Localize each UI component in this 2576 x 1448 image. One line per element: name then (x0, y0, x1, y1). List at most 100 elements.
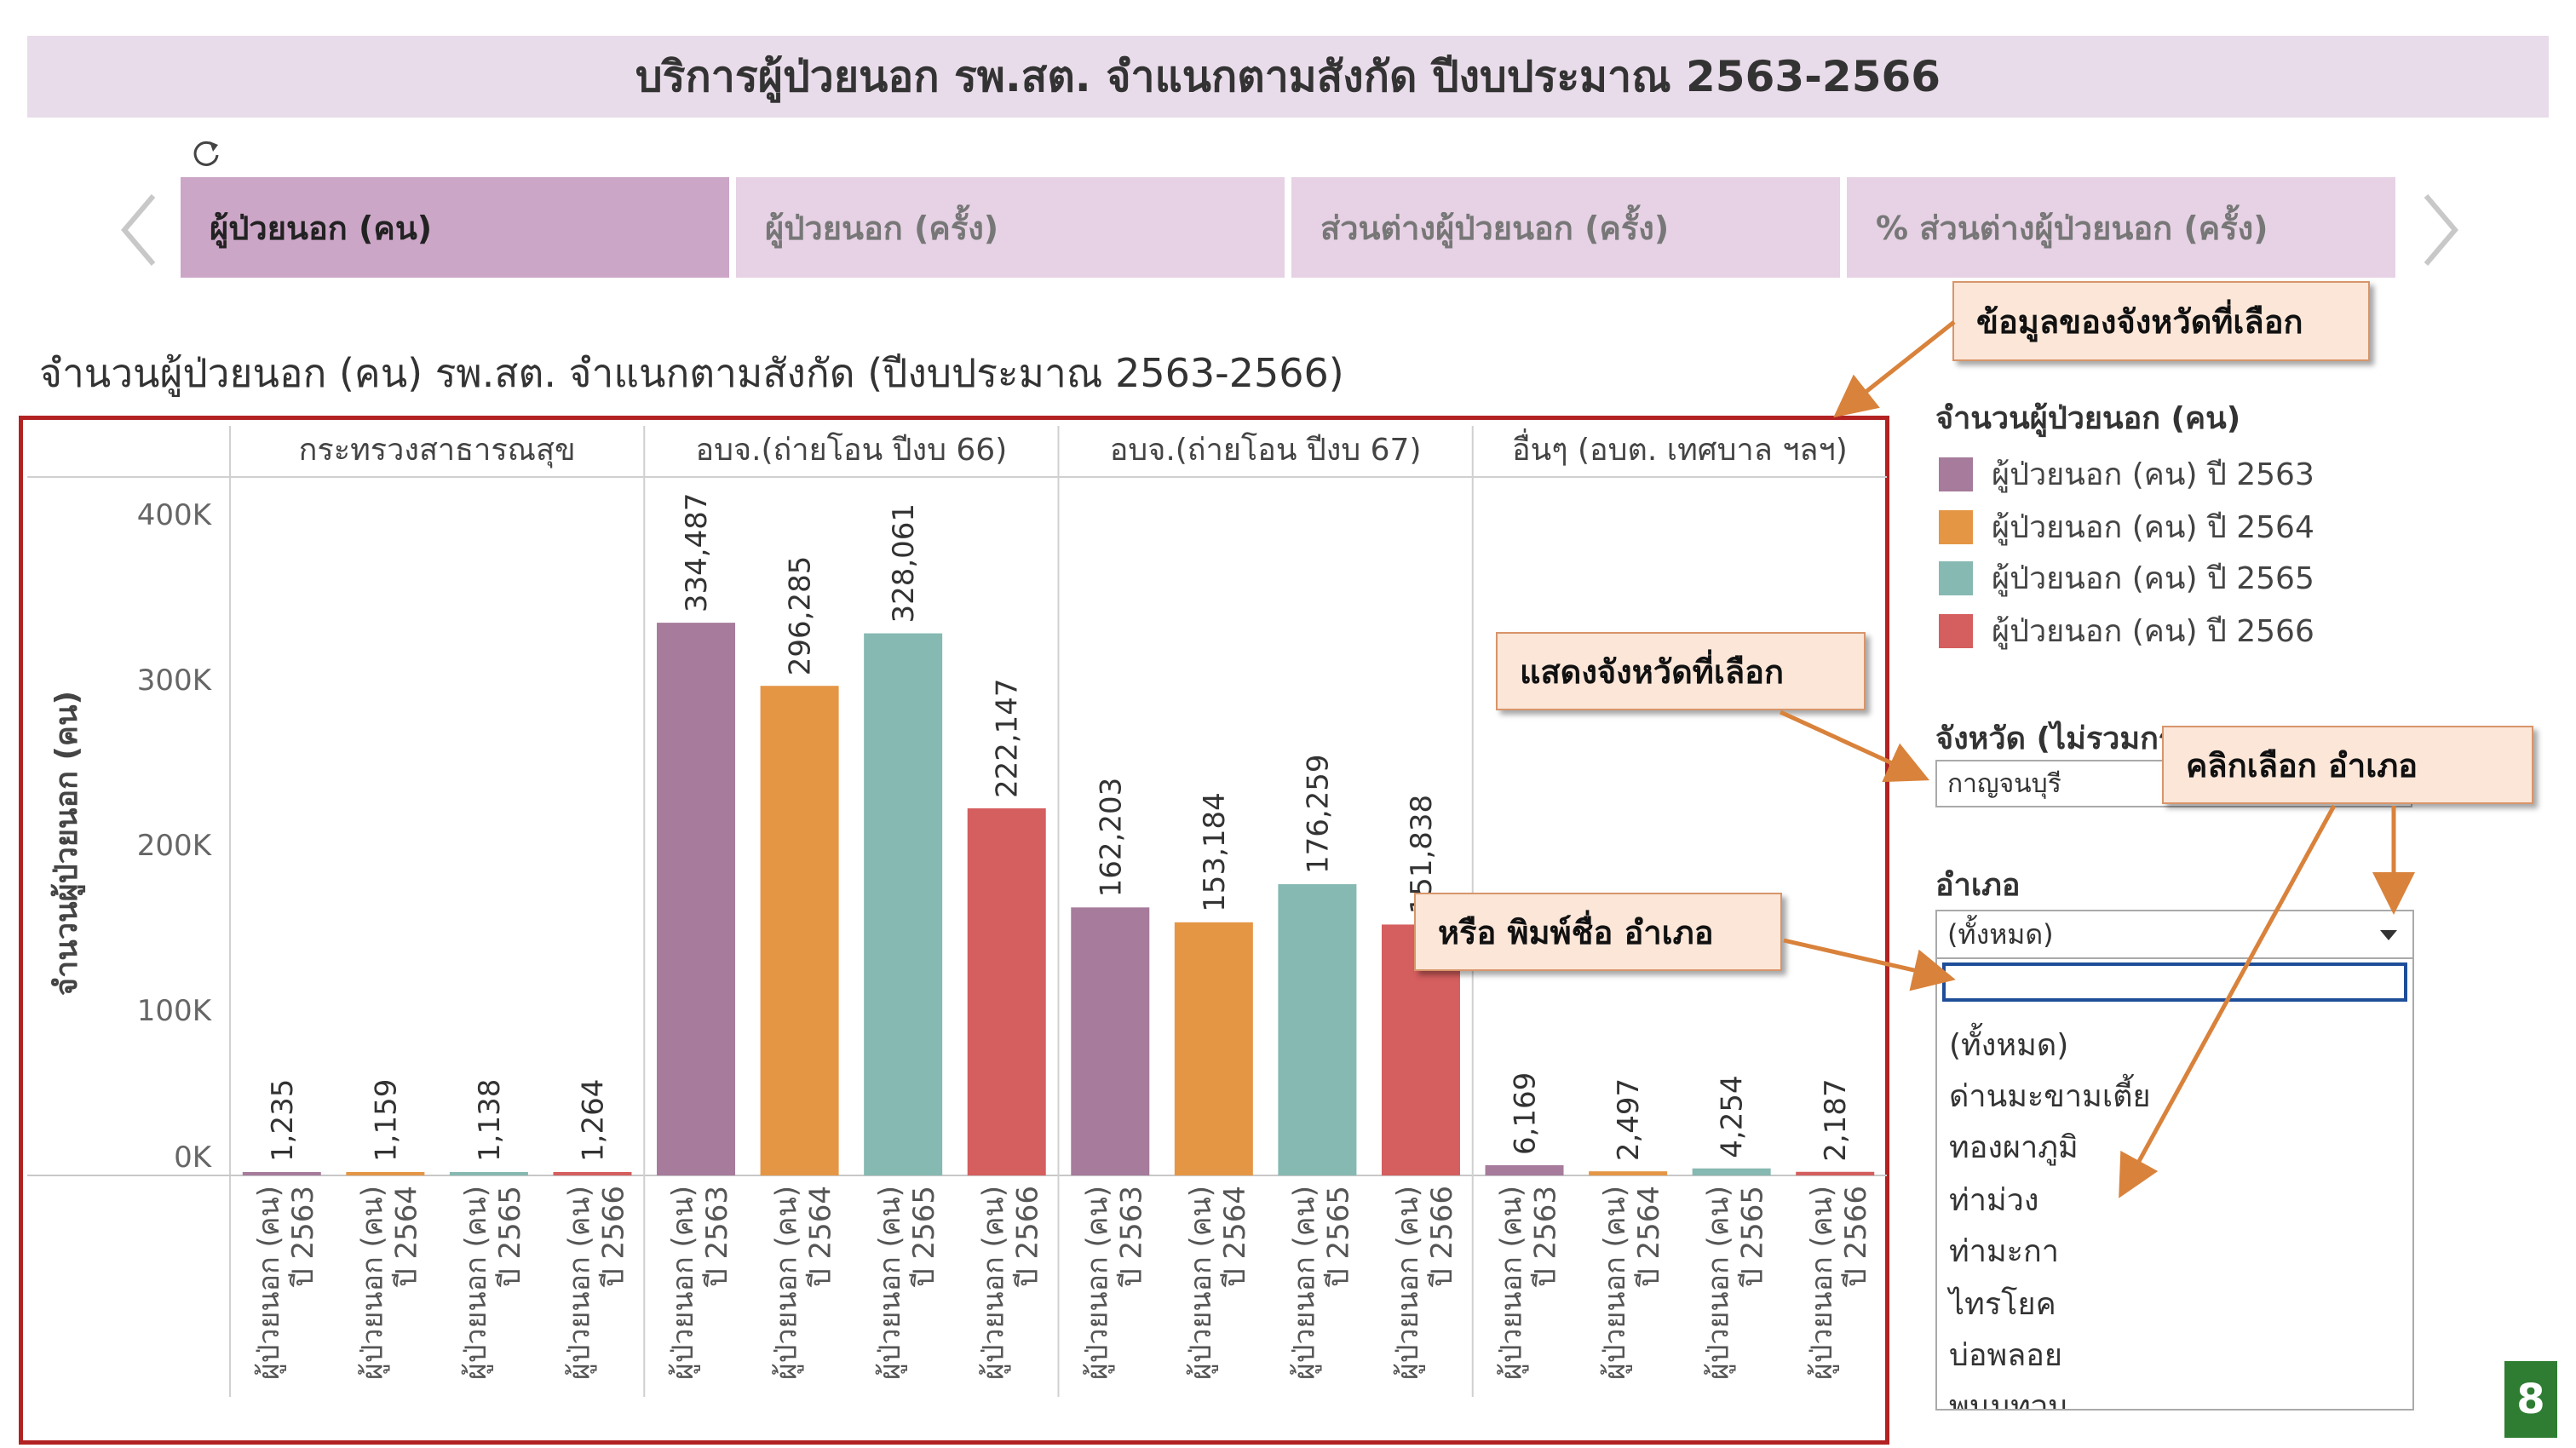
category-label: ผู้ป่วยนอก (คน) (1805, 1186, 1839, 1380)
y-axis-label: จำนวนผู้ป่วยนอก (คน) (49, 691, 86, 996)
category-label: ปี 2565 (1736, 1186, 1770, 1288)
data-label: 296,285 (784, 556, 818, 676)
province-value: กาญจนบุรี (1947, 768, 2061, 799)
category-label: ปี 2564 (804, 1186, 838, 1288)
next-tab-arrow-icon[interactable] (2416, 187, 2467, 273)
bar (760, 686, 839, 1175)
refresh-icon[interactable] (189, 136, 223, 170)
callout-click-select-district: คลิกเลือก อำเภอ (2162, 726, 2533, 804)
legend-swatch (1939, 457, 1973, 491)
category-label: ผู้ป่วยนอก (คน) (770, 1186, 804, 1380)
y-tick-label: 0K (174, 1141, 213, 1175)
data-label: 2,187 (1819, 1078, 1853, 1161)
category-label: ปี 2564 (1632, 1186, 1666, 1288)
district-search-input[interactable] (1942, 962, 2407, 1002)
page-number-badge: 8 (2504, 1361, 2557, 1438)
previous-tab-arrow-icon[interactable] (112, 187, 164, 273)
chart-title: จำนวนผู้ป่วยนอก (คน) รพ.สต. จำแนกตามสังก… (39, 350, 1344, 396)
bar (553, 1172, 632, 1175)
data-label: 153,184 (1198, 792, 1232, 912)
y-tick-label: 300K (137, 664, 213, 698)
page-title: บริการผู้ป่วยนอก รพ.สต. จำแนกตามสังกัด ป… (27, 36, 2549, 118)
category-label: ผู้ป่วยนอก (คน) (459, 1186, 493, 1380)
category-label: ปี 2564 (1218, 1186, 1252, 1288)
panel-header: กระทรวงสาธารณสุข (299, 433, 576, 468)
category-label: ปี 2566 (596, 1186, 630, 1288)
bar (967, 808, 1046, 1175)
legend-swatch (1939, 509, 1973, 544)
category-label: ผู้ป่วยนอก (คน) (1391, 1186, 1425, 1380)
district-select[interactable]: (ทั้งหมด) (1935, 910, 2414, 959)
legend-item-2565[interactable]: ผู้ป่วยนอก (คน) ปี 2565 (1939, 554, 2314, 602)
y-tick-label: 100K (137, 994, 213, 1028)
category-label: ปี 2566 (1425, 1186, 1459, 1288)
district-option[interactable]: ท่าม่วง (1949, 1183, 2039, 1218)
district-option[interactable]: ไทรโยค (1949, 1287, 2056, 1322)
legend-item-2564[interactable]: ผู้ป่วยนอก (คน) ปี 2564 (1939, 503, 2314, 551)
data-label: 176,259 (1301, 754, 1335, 874)
bar (1692, 1168, 1771, 1175)
bar (346, 1172, 425, 1175)
district-option[interactable]: บ่อพลอย (1949, 1338, 2062, 1373)
legend-label: ผู้ป่วยนอก (คน) ปี 2566 (1992, 614, 2314, 649)
data-label: 2,497 (1612, 1078, 1646, 1161)
data-label: 1,235 (266, 1079, 300, 1162)
bar (1278, 884, 1357, 1175)
legend-label: ผู้ป่วยนอก (คน) ปี 2564 (1992, 510, 2314, 545)
legend-item-2566[interactable]: ผู้ป่วยนอก (คน) ปี 2566 (1939, 606, 2314, 655)
category-label: ปี 2566 (1011, 1186, 1045, 1288)
y-tick-label: 400K (137, 498, 213, 532)
bar (1796, 1171, 1875, 1175)
legend-label: ผู้ป่วยนอก (คน) ปี 2563 (1992, 457, 2314, 492)
data-label: 4,254 (1716, 1075, 1750, 1158)
data-label: 6,169 (1509, 1072, 1543, 1155)
district-option[interactable]: พนมทวน (1949, 1389, 2069, 1411)
tab-outpatients-visit-difference[interactable]: ส่วนต่างผู้ป่วยนอก (ครั้ง) (1291, 177, 1840, 278)
legend-title: จำนวนผู้ป่วยนอก (คน) (1935, 401, 2241, 436)
category-label: ปี 2565 (907, 1186, 941, 1288)
district-option[interactable]: (ทั้งหมด) (1949, 1028, 2069, 1063)
category-label: ผู้ป่วยนอก (คน) (873, 1186, 907, 1380)
data-label: 1,159 (369, 1079, 403, 1162)
bar (242, 1172, 321, 1175)
category-label: ปี 2563 (700, 1186, 734, 1288)
category-label: ปี 2563 (286, 1186, 320, 1288)
category-label: ปี 2565 (1321, 1186, 1355, 1288)
bar-chart: จำนวนผู้ป่วยนอก (คน) 0K 100K 200K 300K 400K กร… (27, 426, 1887, 1397)
data-label: 1,264 (576, 1079, 610, 1162)
bar (1071, 907, 1150, 1175)
data-label: 334,487 (680, 492, 714, 612)
district-filter-label: อำเภอ (1935, 868, 2021, 903)
bar (864, 633, 943, 1175)
district-option[interactable]: ท่ามะกา (1949, 1234, 2060, 1269)
bar (1589, 1171, 1668, 1175)
callout-or-type-district: หรือ พิมพ์ชื่อ อำเภอ (1414, 893, 1782, 971)
district-value: (ทั้งหมด) (1947, 917, 2054, 951)
category-label: ผู้ป่วยนอก (คน) (1702, 1186, 1736, 1380)
bar (1174, 922, 1253, 1175)
district-option[interactable]: ทองผาภูมิ (1949, 1130, 2079, 1165)
bar (1485, 1165, 1564, 1175)
legend-item-2563[interactable]: ผู้ป่วยนอก (คน) ปี 2563 (1939, 450, 2314, 498)
tab-outpatients-persons[interactable]: ผู้ป่วยนอก (คน) (181, 177, 729, 278)
legend-swatch (1939, 560, 1973, 595)
category-label: ปี 2563 (1114, 1186, 1148, 1288)
bar (657, 623, 736, 1175)
category-label: ผู้ป่วยนอก (คน) (1080, 1186, 1114, 1380)
chart-frame (19, 416, 1889, 1445)
district-option[interactable]: ด่านมะขามเตี้ย (1949, 1079, 2151, 1114)
panel-header: อบจ.(ถ่ายโอน ปีงบ 66) (696, 432, 1008, 468)
tab-outpatients-visit-difference-percent[interactable]: % ส่วนต่างผู้ป่วยนอก (ครั้ง) (1847, 177, 2395, 278)
category-label: ปี 2564 (389, 1186, 423, 1288)
category-label: ผู้ป่วยนอก (คน) (977, 1186, 1011, 1380)
category-label: ผู้ป่วยนอก (คน) (1598, 1186, 1632, 1380)
category-label: ผู้ป่วยนอก (คน) (252, 1186, 286, 1380)
tab-outpatients-visits[interactable]: ผู้ป่วยนอก (ครั้ง) (736, 177, 1285, 278)
dropdown-arrow-icon[interactable] (2380, 930, 2397, 940)
category-label: ผู้ป่วยนอก (คน) (1495, 1186, 1529, 1380)
legend-label: ผู้ป่วยนอก (คน) ปี 2565 (1992, 561, 2314, 596)
data-label: 1,138 (473, 1079, 507, 1162)
category-label: ผู้ป่วยนอก (คน) (562, 1186, 596, 1380)
data-label: 162,203 (1094, 778, 1128, 898)
category-label: ปี 2563 (1529, 1186, 1563, 1288)
